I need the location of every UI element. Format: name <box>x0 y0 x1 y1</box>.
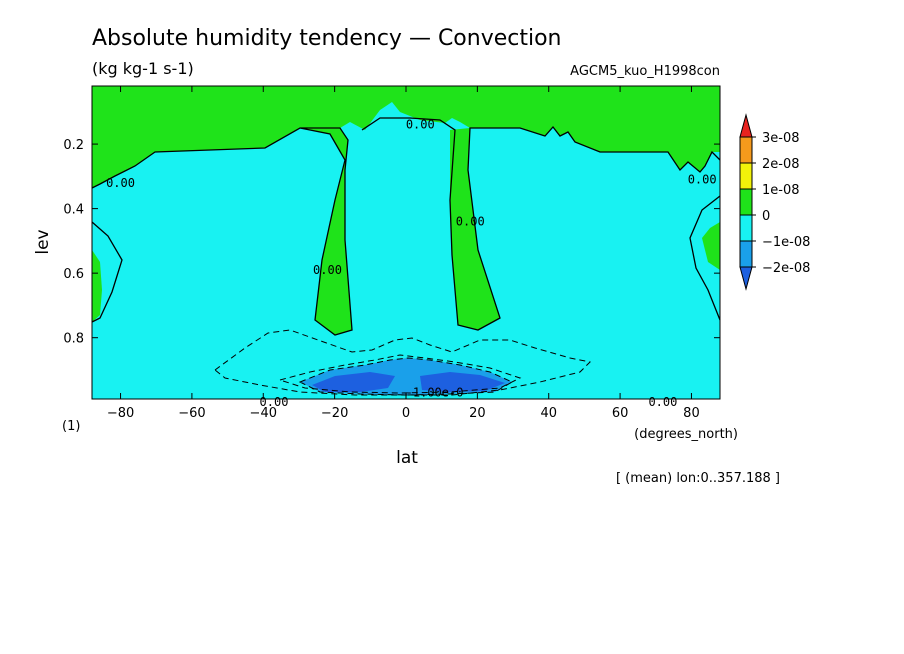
colorbar-label: 0 <box>762 209 770 224</box>
y-tick-label: 0.8 <box>63 332 84 347</box>
region-upper-green <box>92 86 720 188</box>
region-darkblue-core-north <box>420 372 505 392</box>
x-axis-label: lat <box>396 448 418 468</box>
contour-label: 0.00 <box>106 176 135 190</box>
x-tick-label: 40 <box>540 406 557 421</box>
colorbar-segment <box>739 188 753 216</box>
colorbar-segment <box>739 136 753 164</box>
zero-contours <box>91 117 721 336</box>
colorbar-segment <box>739 214 753 242</box>
chart-units: (kg kg-1 s-1) <box>92 59 194 78</box>
y-axis-label: lev <box>33 229 53 254</box>
colorbar: 3e-08 2e-08 1e-08 0 −1e-08 −2e-08 <box>739 113 810 291</box>
y-units-label: (1) <box>62 419 80 434</box>
x-tick-label: 20 <box>469 406 486 421</box>
y-tick-label: 0.4 <box>63 203 84 218</box>
y-tick-label: 0.2 <box>63 138 84 153</box>
y-axis: 0.2 0.4 0.6 0.8 <box>63 138 720 347</box>
x-tick-label: −20 <box>321 406 348 421</box>
colorbar-label: 2e-08 <box>762 157 800 172</box>
contour-neg-outer <box>214 329 592 396</box>
region-green-north-polar <box>702 222 720 270</box>
colorbar-label: 3e-08 <box>762 131 800 146</box>
contour-label: 0.00 <box>406 118 435 132</box>
colorbar-label: −2e-08 <box>762 261 810 276</box>
chart-title: Absolute humidity tendency — Convection <box>92 26 562 51</box>
experiment-label: AGCM5_kuo_H1998con <box>570 64 720 79</box>
x-tick-label: 0 <box>402 406 410 421</box>
region-green-south-column <box>300 128 352 335</box>
contour-label: 0.00 <box>456 215 485 229</box>
plot-area: 0.000.000.000.000.000.00 0.00-1.00e-0 <box>91 85 721 409</box>
negative-contours <box>214 329 592 396</box>
x-tick-label: −60 <box>178 406 205 421</box>
contour-neg-inner <box>298 357 514 396</box>
contour-label: 0.00 <box>648 395 677 409</box>
contour-neg-mid <box>278 354 522 394</box>
x-tick-label: −80 <box>107 406 134 421</box>
y-tick-label: 0.6 <box>63 267 84 282</box>
x-tick-label: 80 <box>683 406 700 421</box>
contour-label: 0.00 <box>313 263 342 277</box>
contour-zero-north-polar <box>689 195 721 321</box>
colorbar-segment <box>739 240 753 268</box>
region-darkblue-core-south <box>312 372 395 392</box>
contour-label: 0.00 <box>688 173 717 187</box>
contour-label: -1.00e-0 <box>406 386 464 400</box>
colorbar-bottom-arrow <box>739 266 753 291</box>
region-green-south-polar <box>92 250 102 322</box>
contour-zero-central <box>361 117 721 331</box>
averaging-note: [ (mean) lon:0..357.188 ] <box>616 471 780 486</box>
contour-zero-south-polar <box>91 221 123 323</box>
x-tick-label: 60 <box>612 406 629 421</box>
colorbar-top-arrow <box>739 113 753 138</box>
x-axis: −80 −60 −40 −20 0 20 40 60 80 <box>107 86 700 421</box>
colorbar-segment <box>739 162 753 190</box>
contour-zero-upper <box>91 127 353 336</box>
colorbar-label: 1e-08 <box>762 183 800 198</box>
x-tick-label: −40 <box>250 406 277 421</box>
x-units-label: (degrees_north) <box>634 427 738 442</box>
colorbar-label: −1e-08 <box>762 235 810 250</box>
